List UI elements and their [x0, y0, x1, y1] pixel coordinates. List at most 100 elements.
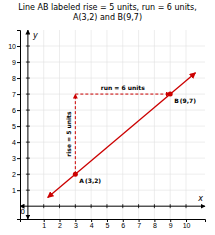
- annotation: run = 6 units: [101, 84, 145, 91]
- tick-mark: [17, 78, 20, 79]
- grid: [20, 30, 205, 219]
- tick: 3: [74, 219, 78, 229]
- grid-line: [122, 30, 123, 219]
- tick-mark: [26, 62, 30, 63]
- grid-line: [20, 62, 205, 63]
- grid-line: [170, 30, 171, 219]
- tick-mark: [75, 204, 76, 208]
- tick: 4: [90, 219, 94, 229]
- tick: 2: [58, 219, 62, 229]
- tick-mark: [26, 174, 30, 175]
- tick: 7: [137, 219, 141, 229]
- grid-line: [20, 190, 205, 191]
- tick-mark: [17, 190, 20, 191]
- grid-line: [20, 46, 205, 47]
- tick: 9: [169, 219, 173, 229]
- x-axis-label: x: [197, 194, 203, 203]
- tick-mark: [26, 78, 30, 79]
- grid-line: [75, 30, 76, 219]
- y-axis-label: y: [32, 31, 38, 40]
- y-axis: 1 2 3 4 5 6 7 8 9 10: [8, 31, 20, 220]
- tick-label: 6: [121, 222, 125, 229]
- tick-label: 2: [58, 222, 62, 229]
- tick: 9: [12, 59, 20, 66]
- axis-line: [21, 220, 206, 223]
- tick: 3: [12, 155, 20, 162]
- tick-mark: [91, 204, 92, 208]
- coordinate-axes: [20, 30, 205, 219]
- chart: Line AB labeled rise = 5 units, run = 6 …: [0, 0, 215, 235]
- grid-line: [91, 30, 92, 219]
- tick: 10: [183, 219, 191, 229]
- tick-mark: [154, 204, 155, 208]
- tick: 5: [12, 123, 20, 130]
- tick-mark: [26, 46, 30, 47]
- title: Line AB labeled rise = 5 units, run = 6 …: [18, 3, 196, 12]
- annotations: A(3,2) B(9,7) rise = 5 units run = 6 units 0: [20, 84, 196, 216]
- annotation: 0: [20, 208, 24, 216]
- grid-line: [138, 30, 139, 219]
- plot: 1234567891012345678910xyA(3,2)B(9,7)rise…: [8, 30, 205, 229]
- y-zero-axis: [27, 30, 28, 219]
- tick-label: 4: [90, 222, 94, 229]
- grid-line: [59, 30, 60, 219]
- tick-mark: [17, 126, 20, 127]
- grid-line: [186, 30, 187, 219]
- grid-line: [20, 126, 205, 127]
- tick-mark: [26, 190, 30, 191]
- tick-mark: [17, 142, 20, 143]
- tick-label: 6: [12, 107, 16, 114]
- line: [48, 73, 196, 198]
- point: [168, 92, 173, 97]
- tick-mark: [17, 174, 20, 175]
- dashed-line: [75, 94, 170, 95]
- tick: 7: [12, 91, 20, 98]
- tick-mark: [17, 110, 20, 111]
- tick-mark: [186, 204, 187, 208]
- x-zero-axis: [20, 206, 205, 207]
- tick-mark: [59, 204, 60, 208]
- annotation: rise = 5 units: [65, 111, 72, 157]
- tick-label: 10: [8, 43, 16, 50]
- tick-mark: [17, 62, 20, 63]
- grid-line: [20, 94, 205, 95]
- tick-label: 1: [42, 222, 46, 229]
- tick-mark: [122, 204, 123, 208]
- tick-mark: [26, 158, 30, 159]
- annotation: A: [79, 177, 84, 184]
- tick-label: 2: [12, 171, 16, 178]
- tick-label: 3: [12, 155, 16, 162]
- tick-label: 8: [12, 75, 16, 82]
- tick: 6: [121, 219, 125, 229]
- annotation: (9,7): [180, 97, 196, 104]
- x-axis: 12345678910: [21, 219, 206, 229]
- dashed-line: [75, 94, 76, 174]
- tick-mark: [170, 204, 171, 208]
- tick-mark: [17, 46, 20, 47]
- tick-mark: [106, 204, 107, 208]
- tick-label: 7: [137, 222, 141, 229]
- annotation: B: [174, 97, 179, 104]
- annotation: (3,2): [85, 177, 101, 184]
- tick: 8: [153, 219, 157, 229]
- axis-line: [17, 31, 21, 220]
- tick: 4: [12, 139, 20, 146]
- tick-label: 1: [12, 187, 16, 194]
- grid-line: [20, 158, 205, 159]
- subtitle: A(3,2) and B(9,7): [73, 13, 142, 22]
- tick-label: 9: [169, 222, 173, 229]
- tick-mark: [26, 110, 30, 111]
- tick: 1: [12, 187, 20, 194]
- tick: 10: [8, 43, 20, 50]
- grid-line: [154, 30, 155, 219]
- tick-mark: [26, 126, 30, 127]
- tick-label: 7: [12, 91, 16, 98]
- tick-label: 5: [12, 123, 16, 130]
- tick-mark: [17, 158, 20, 159]
- tick: 2: [12, 171, 20, 178]
- marks: [48, 73, 196, 198]
- tick-label: 8: [153, 222, 157, 229]
- tick-mark: [26, 94, 30, 95]
- grid-line: [20, 78, 205, 79]
- tick-mark: [138, 204, 139, 208]
